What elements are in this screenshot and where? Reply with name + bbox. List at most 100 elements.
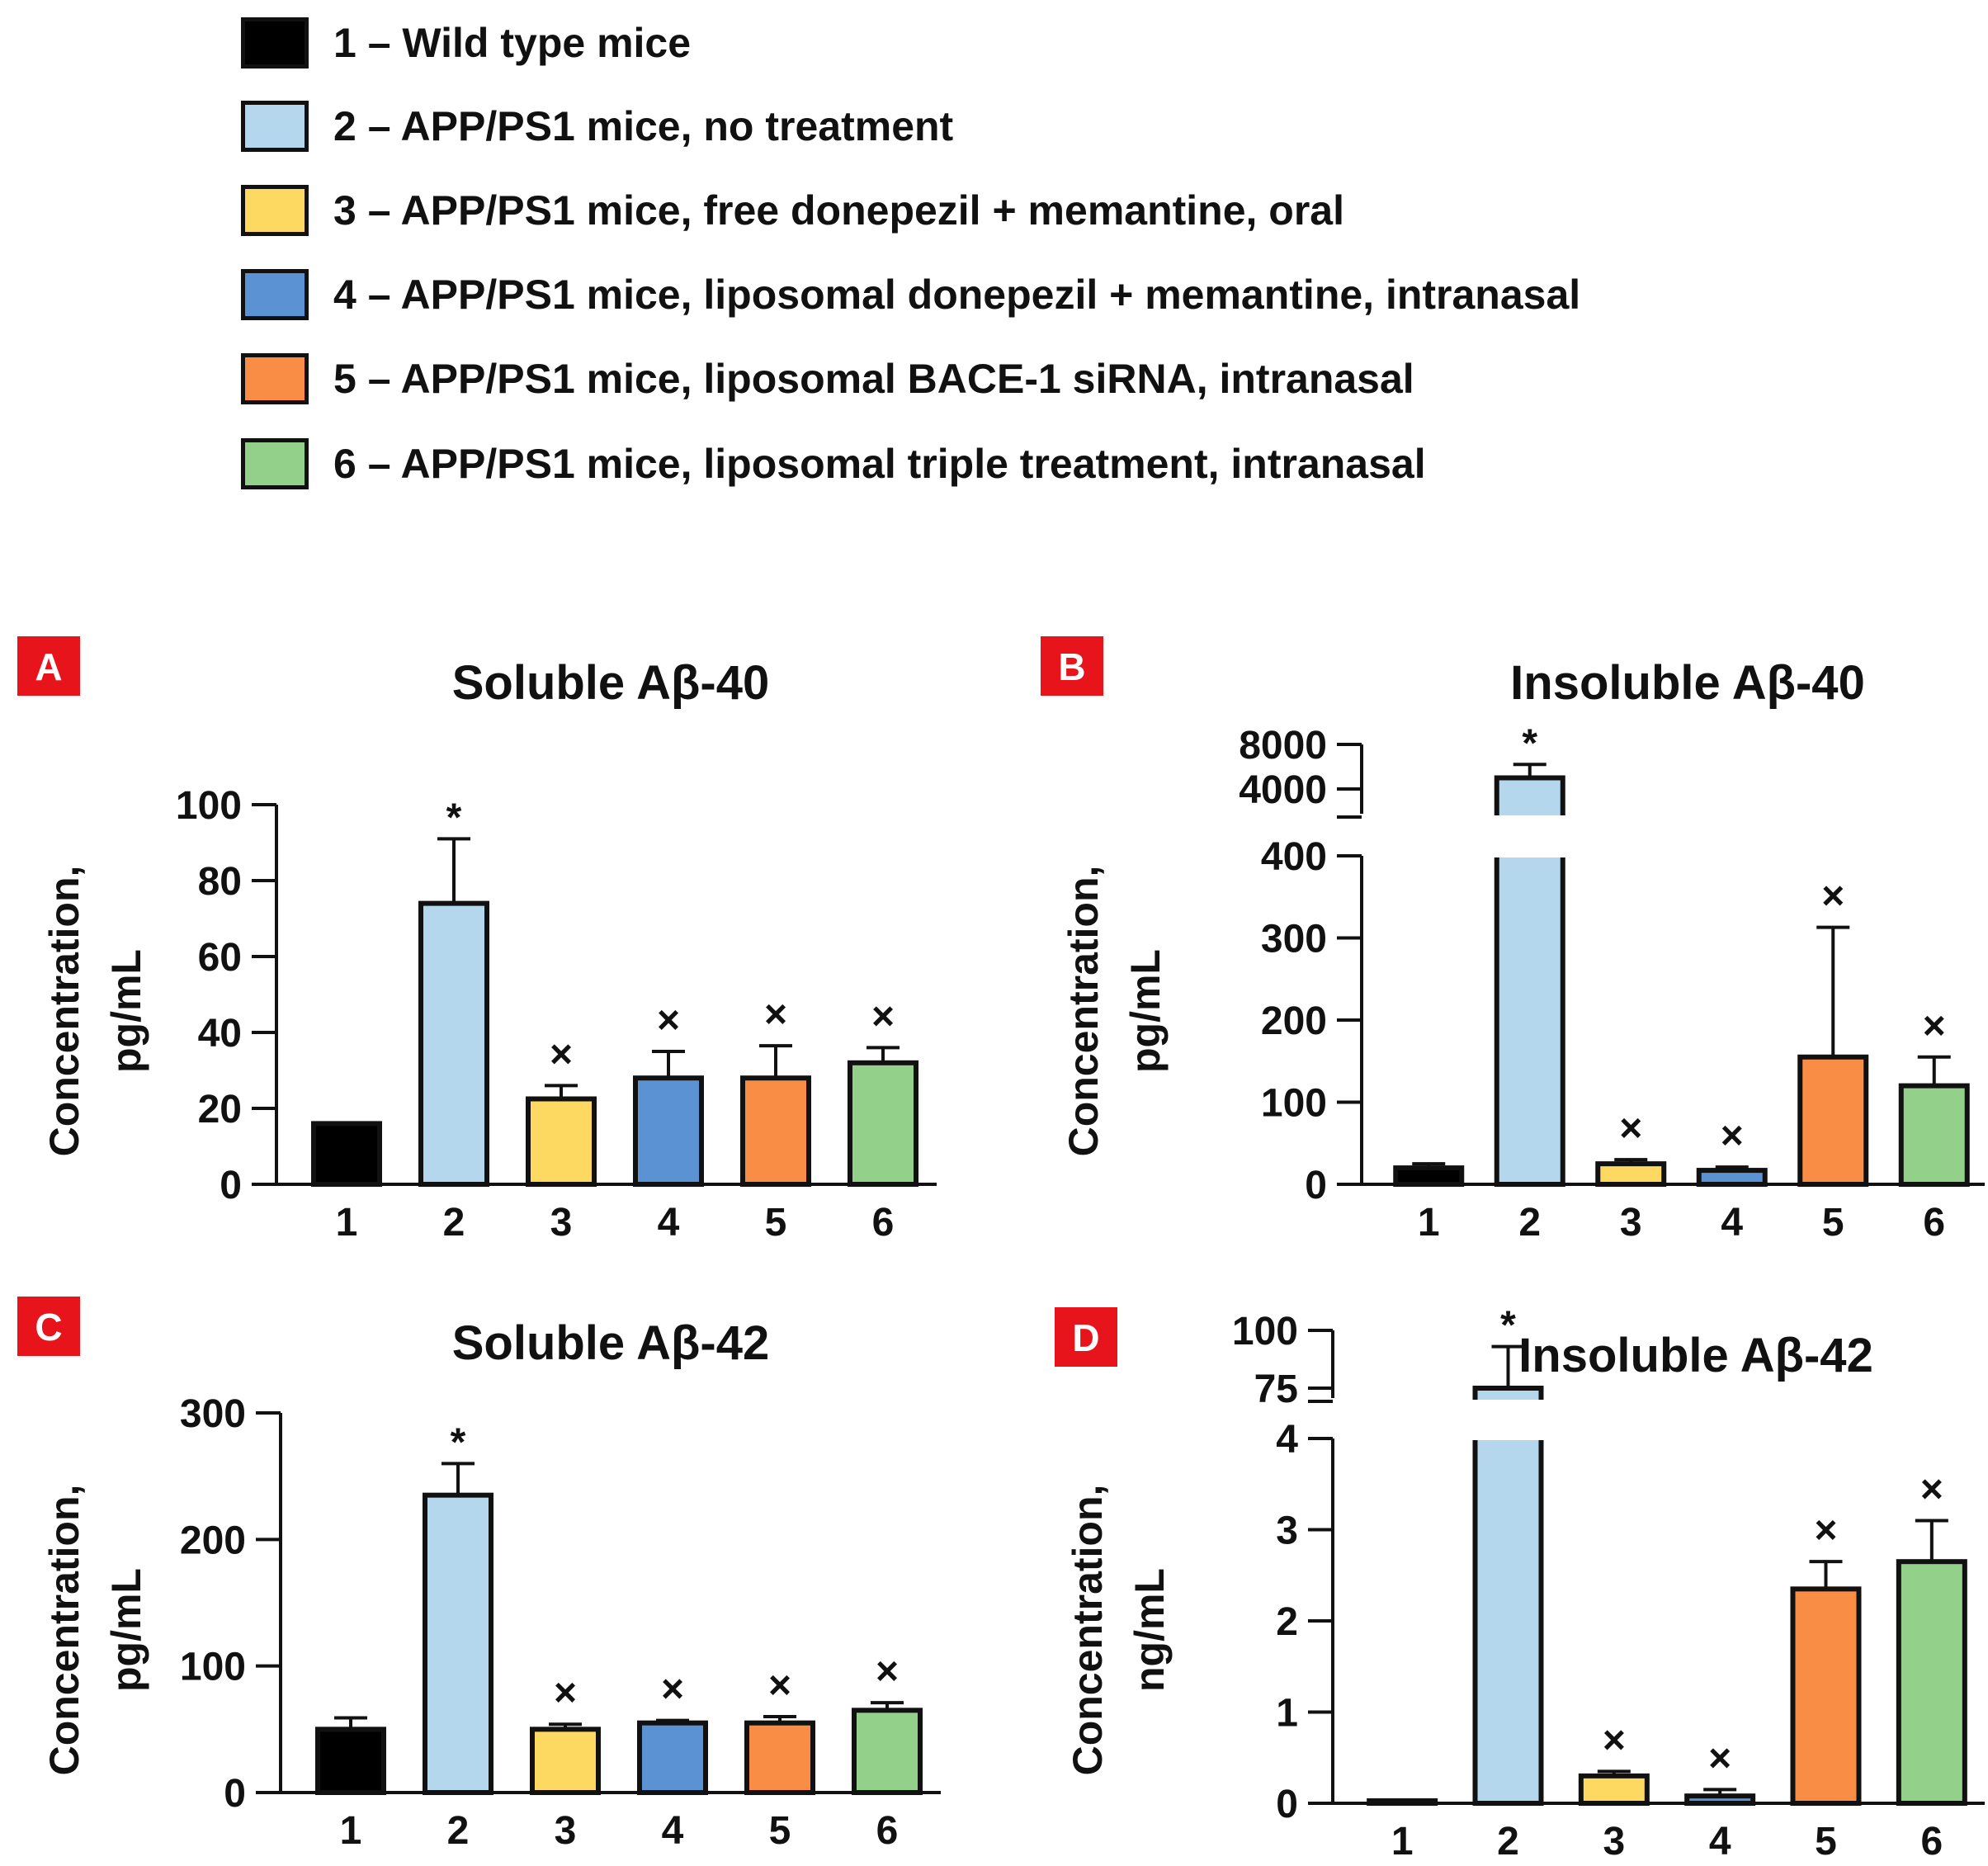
bar-c-2 (423, 1492, 493, 1796)
panel-label-box-b (1041, 636, 1103, 696)
chart-panel-c: C Soluble Aβ-42 Concentration, pg/mL 0 100 200… (17, 1297, 941, 1853)
bar-break-gap-b-2 (1491, 815, 1568, 857)
chart-title-b: Insoluble Aβ-40 (1510, 656, 1865, 710)
y-tick-label-a-0: 0 (220, 1164, 242, 1207)
significance-cross-a-6: × (871, 994, 895, 1038)
legend-swatch-5 (241, 353, 309, 404)
y-axis-label-a-1: Concentration, (41, 866, 87, 1157)
legend-swatch-3 (241, 185, 309, 236)
x-tick-label-b-5: 5 (1822, 1201, 1844, 1245)
legend-label-4: 4 – APP/PS1 mice, liposomal donepezil + … (333, 272, 1581, 318)
chart-panel-b: B Insoluble Aβ-40 Concentration, pg/mL 0 100 2… (1041, 636, 1985, 1245)
y-tick-label-d-4: 4 (1276, 1418, 1298, 1462)
x-tick-label-b-3: 3 (1620, 1201, 1642, 1245)
significance-cross-d-4: × (1708, 1736, 1731, 1780)
legend-item-4: 4 – APP/PS1 mice, liposomal donepezil + … (241, 266, 1580, 324)
bar-b-5 (1797, 1054, 1869, 1188)
significance-star-d-2: * (1500, 1304, 1516, 1348)
bar-b-4 (1696, 1168, 1768, 1188)
x-tick-label-a-1: 1 (336, 1201, 358, 1245)
y-tick-label-d-0: 0 (1276, 1783, 1298, 1826)
significance-cross-a-3: × (550, 1032, 573, 1076)
legend-label-2: 2 – APP/PS1 mice, no treatment (333, 103, 954, 149)
x-tick-label-a-2: 2 (443, 1201, 465, 1245)
x-tick-label-a-4: 4 (658, 1201, 680, 1245)
y-tick-label-a-2: 40 (198, 1012, 242, 1056)
bar-c-5 (744, 1720, 815, 1796)
bar-d-6 (1896, 1559, 1967, 1806)
legend-item-2: 2 – APP/PS1 mice, no treatment (241, 97, 953, 155)
legend-item-1: 1 – Wild type mice (241, 14, 691, 72)
legend-item-6: 6 – APP/PS1 mice, liposomal triple treat… (241, 435, 1426, 493)
legend-item-3: 3 – APP/PS1 mice, free donepezil + meman… (241, 182, 1344, 239)
bar-a-6 (848, 1060, 918, 1187)
legend-swatch-1 (241, 17, 309, 68)
y-tick-label-b-1: 100 (1261, 1082, 1327, 1126)
bar-a-2 (418, 900, 489, 1187)
panel-label-c: C (35, 1306, 62, 1349)
y-tick-label-a-5: 100 (176, 784, 242, 828)
x-tick-label-d-6: 6 (1920, 1820, 1943, 1864)
bar-b-6 (1898, 1083, 1970, 1187)
significance-cross-d-3: × (1603, 1718, 1626, 1762)
panel-label-a: A (35, 645, 62, 688)
legend-swatch-2 (241, 101, 309, 152)
bar-b-3 (1595, 1161, 1667, 1187)
panel-label-box-d (1055, 1307, 1117, 1367)
chart-title-d: Insoluble Aβ-42 (1518, 1329, 1873, 1382)
legend: 1 – Wild type mice 2 – APP/PS1 mice, no … (0, 0, 1988, 512)
x-tick-label-c-2: 2 (447, 1809, 470, 1853)
y-axis-label-d-1: Concentration, (1065, 1485, 1111, 1776)
y-axis-label-a-2: pg/mL (103, 949, 149, 1073)
y-axis-label-c-2: pg/mL (103, 1568, 149, 1692)
y-tick-label-c-3: 300 (180, 1392, 246, 1436)
legend-label-5: 5 – APP/PS1 mice, liposomal BACE-1 siRNA… (333, 356, 1414, 402)
x-tick-label-d-3: 3 (1603, 1820, 1625, 1864)
y-axis-label-c-1: Concentration, (41, 1485, 87, 1776)
significance-star-b-2: * (1522, 721, 1537, 765)
significance-cross-b-3: × (1619, 1107, 1642, 1150)
x-tick-label-b-4: 4 (1721, 1201, 1743, 1245)
y-upper-tick-label-b-0: 4000 (1239, 768, 1327, 812)
y-tick-label-b-3: 300 (1261, 918, 1327, 961)
x-tick-label-c-6: 6 (876, 1809, 899, 1853)
panel-label-b: B (1058, 645, 1085, 688)
legend-item-5: 5 – APP/PS1 mice, liposomal BACE-1 siRNA… (241, 350, 1414, 408)
bar-a-3 (526, 1096, 597, 1187)
panel-label-box-a (17, 636, 80, 696)
y-tick-label-a-4: 80 (198, 860, 242, 904)
x-tick-label-b-6: 6 (1923, 1201, 1945, 1245)
bar-d-1 (1367, 1798, 1438, 1806)
chart-panel-d: D Insoluble Aβ-42 Concentration, ng/mL 0 1 2 3 4… (1055, 1304, 1985, 1864)
bar-c-6 (852, 1708, 923, 1795)
legend-label-6: 6 – APP/PS1 mice, liposomal triple treat… (333, 441, 1426, 487)
y-tick-label-c-0: 0 (224, 1772, 246, 1816)
x-tick-label-d-2: 2 (1497, 1820, 1519, 1864)
significance-cross-d-6: × (1920, 1467, 1943, 1511)
panel-label-box-c (17, 1297, 80, 1356)
legend-swatch-4 (241, 269, 309, 320)
y-tick-label-d-1: 1 (1276, 1692, 1298, 1736)
x-tick-label-d-5: 5 (1815, 1820, 1837, 1864)
significance-cross-c-4: × (661, 1668, 684, 1712)
significance-cross-c-6: × (876, 1650, 899, 1694)
chart-panel-a: A Soluble Aβ-40 Concentration, pg/mL 0 20 40 60… (17, 636, 937, 1245)
bar-d-5 (1790, 1586, 1862, 1806)
x-tick-label-a-3: 3 (550, 1201, 573, 1245)
bar-a-5 (740, 1075, 811, 1188)
bar-c-3 (530, 1727, 601, 1795)
bar-c-1 (315, 1727, 386, 1795)
chart-title-a: Soluble Aβ-40 (452, 656, 770, 710)
chart-title-c: Soluble Aβ-42 (452, 1316, 770, 1370)
significance-cross-c-3: × (554, 1671, 577, 1715)
significance-cross-d-5: × (1814, 1509, 1837, 1552)
bar-a-1 (311, 1121, 382, 1188)
y-tick-label-b-2: 200 (1261, 999, 1327, 1043)
significance-cross-a-5: × (764, 993, 787, 1037)
bar-break-gap-d-2 (1470, 1400, 1546, 1440)
y-tick-label-c-2: 200 (180, 1519, 246, 1562)
y-tick-label-d-3: 3 (1276, 1509, 1298, 1553)
legend-label-1: 1 – Wild type mice (333, 20, 692, 66)
x-tick-label-c-4: 4 (662, 1809, 684, 1853)
x-tick-label-a-6: 6 (872, 1201, 895, 1245)
